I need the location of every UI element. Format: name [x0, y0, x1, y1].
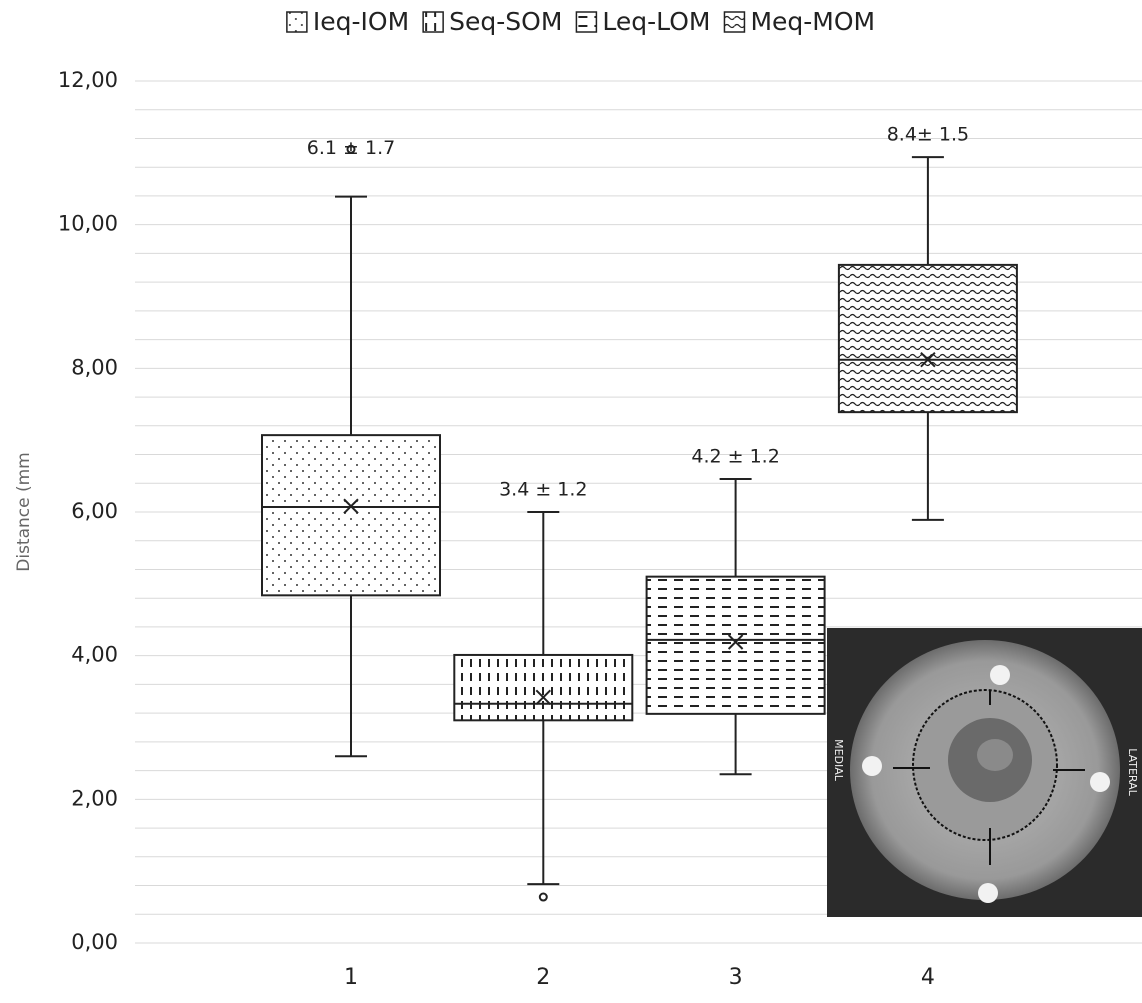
legend-label: Seq-SOM: [449, 7, 562, 36]
x-tick-label: 3: [729, 965, 743, 990]
legend-label: Ieq-IOM: [313, 7, 409, 36]
annotation: 3.4 ± 1.2: [499, 479, 587, 501]
mean-marker: [343, 498, 359, 514]
x-tick-label: 2: [536, 965, 550, 990]
x-tick-label: 1: [344, 965, 358, 990]
x-tick-label: 4: [921, 965, 935, 990]
y-tick-label: 4,00: [71, 643, 118, 667]
y-axis-label: Distance (mm: [14, 452, 34, 572]
outlier: [346, 144, 356, 154]
legend-item: Leq-LOM: [575, 7, 710, 36]
legend-item: Seq-SOM: [422, 7, 562, 36]
annotation: 4.2 ± 1.2: [691, 445, 779, 467]
y-tick-label: 8,00: [71, 355, 118, 379]
legend-swatch: [422, 11, 444, 33]
inset-label: MEDIAL: [832, 739, 845, 782]
y-tick-label: 2,00: [71, 786, 118, 810]
box: [453, 653, 634, 722]
y-tick-label: 6,00: [71, 499, 118, 523]
legend-label: Meq-MOM: [750, 7, 875, 36]
box: [261, 434, 441, 597]
mean-marker: [727, 634, 744, 650]
y-tick-label: 12,00: [58, 68, 118, 92]
y-tick-label: 0,00: [71, 930, 118, 954]
box: [645, 575, 826, 715]
legend-item: Meq-MOM: [723, 7, 875, 36]
mean-marker: [920, 352, 936, 368]
annotation: 8.4± 1.5: [887, 124, 969, 146]
legend-swatch: [575, 11, 598, 33]
legend-item: Ieq-IOM: [286, 7, 409, 36]
inset-label: LATERAL: [1126, 748, 1139, 796]
legend-label: Leq-LOM: [602, 7, 710, 36]
y-tick-label: 10,00: [58, 212, 118, 236]
outlier: [538, 892, 548, 902]
box: [837, 263, 1018, 414]
legend: Ieq-IOM Seq-SOM Leq-LOM Meq-MOM: [286, 7, 875, 36]
legend-swatch: [723, 11, 746, 33]
inset-photo: MEDIAL LATERAL: [827, 628, 1142, 917]
mean-marker: [535, 689, 552, 706]
legend-swatch: [286, 11, 308, 33]
annotation: 6.1 ± 1.7: [307, 137, 395, 159]
